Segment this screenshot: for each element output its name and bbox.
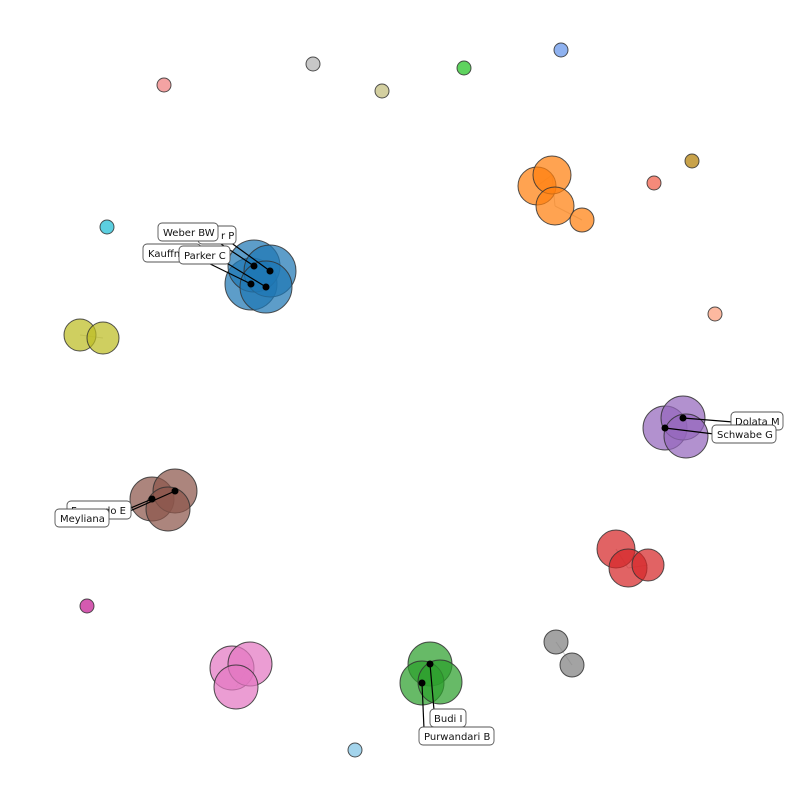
node-pink xyxy=(213,664,259,710)
node-isolated xyxy=(646,175,662,191)
node-dot xyxy=(148,495,156,503)
label-meyliana: Meyliana xyxy=(54,508,110,528)
node-dot xyxy=(247,280,255,288)
label-text: do E xyxy=(104,506,126,517)
node-green xyxy=(417,659,463,705)
node-isolated xyxy=(707,306,723,322)
label-text: Purwandari B xyxy=(424,732,490,743)
node-dot xyxy=(426,660,434,668)
node-isolated xyxy=(347,742,363,758)
node-labels: r P Weber BW Kauffm Parker C Dolata M Sc… xyxy=(54,222,784,746)
node-gray xyxy=(559,652,585,678)
label-text: Weber BW xyxy=(163,228,215,239)
node-orange xyxy=(535,186,575,226)
node-gray xyxy=(543,629,569,655)
leader-line xyxy=(229,241,271,272)
label-text: Budi I xyxy=(434,714,462,725)
label-text: Kauffm xyxy=(148,249,183,260)
isolated-nodes xyxy=(79,42,723,758)
node-dot xyxy=(171,487,179,495)
label-text: Meyliana xyxy=(60,514,105,525)
node-isolated xyxy=(456,60,472,76)
label-parker-c: Parker C xyxy=(178,245,231,265)
label-text: Parker C xyxy=(184,251,226,262)
node-dot xyxy=(250,262,258,270)
node-isolated xyxy=(553,42,569,58)
label-text: Schwabe G xyxy=(717,430,773,441)
node-dot xyxy=(266,267,274,275)
leader-line xyxy=(664,427,715,435)
node-red xyxy=(631,548,665,582)
label-budi-i: Budi I xyxy=(429,708,467,728)
leader-line xyxy=(224,261,267,288)
node-dot xyxy=(262,283,270,291)
node-isolated xyxy=(156,77,172,93)
node-orange xyxy=(569,207,595,233)
node-isolated xyxy=(374,83,390,99)
node-dot xyxy=(418,679,426,687)
node-isolated xyxy=(305,56,321,72)
node-isolated xyxy=(99,219,115,235)
label-purwandari-b: Purwandari B xyxy=(418,726,495,746)
leader-line xyxy=(421,682,425,730)
label-schwabe-g: Schwabe G xyxy=(711,424,777,444)
node-brown xyxy=(145,486,191,532)
node-isolated xyxy=(79,598,95,614)
leader-line xyxy=(682,417,734,423)
label-text: r P xyxy=(221,231,234,242)
leader-line xyxy=(429,663,435,711)
label-weber-bw: Weber BW xyxy=(157,222,219,242)
node-olive xyxy=(86,321,120,355)
node-dot xyxy=(661,424,669,432)
node-purple xyxy=(663,413,709,459)
labeled-node-dots xyxy=(148,262,687,687)
label-text: Dolata M xyxy=(735,417,780,428)
node-isolated xyxy=(684,153,700,169)
node-dot xyxy=(679,414,687,422)
